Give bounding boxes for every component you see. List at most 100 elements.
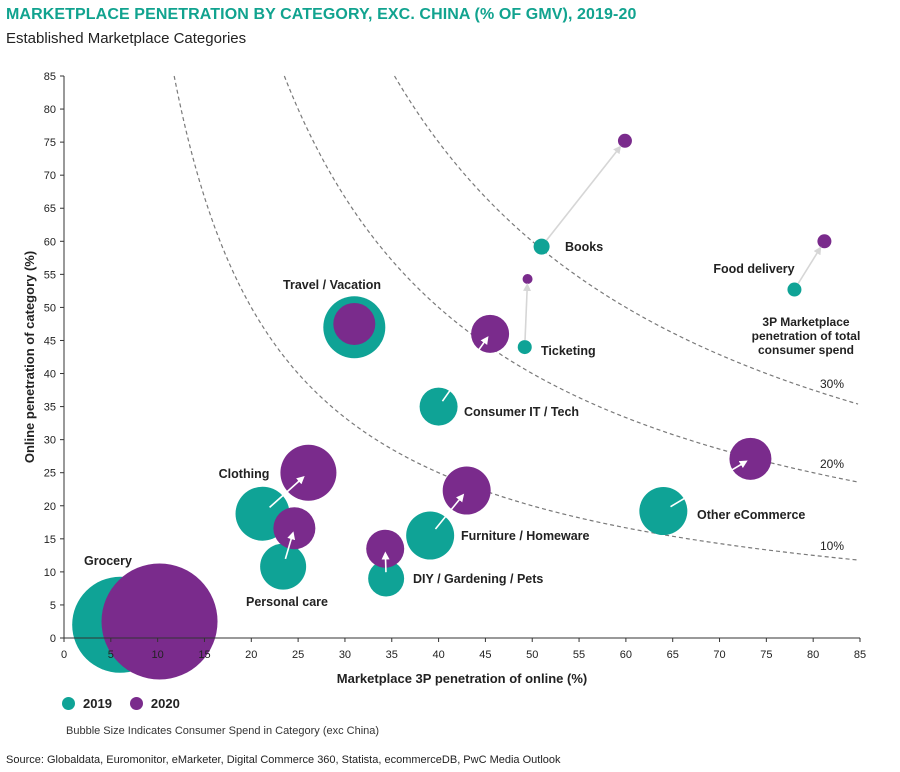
y-tick-label: 5 bbox=[50, 600, 56, 612]
y-tick-label: 80 bbox=[44, 104, 56, 116]
source-note: Source: Globaldata, Euromonitor, eMarket… bbox=[6, 754, 561, 766]
curves-caption-line: penetration of total bbox=[752, 329, 861, 343]
chart-subtitle: Established Marketplace Categories bbox=[6, 30, 247, 47]
bubbles-layer bbox=[72, 133, 832, 680]
bubble-2020-books bbox=[617, 133, 632, 148]
x-tick-label: 75 bbox=[760, 649, 772, 661]
label-diy-gardening-pets: DIY / Gardening / Pets bbox=[413, 572, 543, 586]
bubble-2020-furniture-homeware bbox=[442, 466, 491, 515]
arrow-personal-care bbox=[284, 531, 296, 560]
y-tick-label: 35 bbox=[44, 402, 56, 414]
legend: 2019 2020 bbox=[62, 696, 198, 711]
y-tick-label: 15 bbox=[44, 534, 56, 546]
label-other-ecommerce: Other eCommerce bbox=[697, 508, 805, 522]
axes: 0 5 10 15 20 25 30 35 40 45 50 55 60 65 70 75 80 85 0 5 10 15… bbox=[22, 71, 866, 686]
arrows-layer bbox=[269, 145, 822, 573]
y-tick-label: 55 bbox=[44, 269, 56, 281]
y-tick-label: 0 bbox=[50, 633, 56, 645]
x-tick-label: 10 bbox=[152, 649, 164, 661]
legend-label-2020: 2020 bbox=[150, 696, 180, 711]
bubble-2020-other-ecommerce bbox=[729, 437, 772, 480]
label-travel-vacation: Travel / Vacation bbox=[283, 278, 381, 292]
x-tick-label: 5 bbox=[108, 649, 114, 661]
bubble-2020-food-delivery bbox=[817, 234, 832, 249]
x-tick-label: 20 bbox=[245, 649, 257, 661]
x-tick-label: 80 bbox=[807, 649, 819, 661]
legend-item-2020: 2020 bbox=[129, 696, 180, 711]
label-ticketing: Ticketing bbox=[541, 344, 596, 358]
curves-caption-line: consumer spend bbox=[758, 343, 854, 357]
bubble-2019-other-ecommerce bbox=[639, 487, 688, 536]
y-tick-label: 70 bbox=[44, 170, 56, 182]
label-food-delivery: Food delivery bbox=[713, 262, 794, 276]
x-tick-label: 65 bbox=[667, 649, 679, 661]
x-tick-label: 30 bbox=[339, 649, 351, 661]
y-axis-label: Online penetration of category (%) bbox=[22, 251, 37, 463]
arrow-books bbox=[545, 145, 622, 241]
legend-dot-2020 bbox=[129, 697, 143, 710]
curve-label-30pct: 30% bbox=[820, 377, 844, 391]
bubble-2020-grocery bbox=[101, 563, 218, 680]
y-tick-label: 65 bbox=[44, 203, 56, 215]
bubble-2019-diy-gardening-pets bbox=[368, 560, 405, 597]
label-grocery: Grocery bbox=[84, 554, 132, 568]
x-tick-label: 45 bbox=[479, 649, 491, 661]
x-tick-label: 15 bbox=[198, 649, 210, 661]
arrow-food-delivery bbox=[797, 246, 822, 285]
curves-caption-line: 3P Marketplace bbox=[762, 315, 849, 329]
label-clothing: Clothing bbox=[219, 467, 270, 481]
x-tick-label: 0 bbox=[61, 649, 67, 661]
x-tick-label: 40 bbox=[432, 649, 444, 661]
legend-label-2019: 2019 bbox=[83, 696, 112, 711]
bubble-2019-ticketing bbox=[517, 340, 532, 355]
bubble-2020-travel-vacation bbox=[333, 302, 376, 345]
bubble-chart: 0 5 10 15 20 25 30 35 40 45 50 55 60 65 70 75 80 85 0 5 10 15… bbox=[22, 71, 866, 686]
y-tick-label: 25 bbox=[44, 468, 56, 480]
bubble-2020-consumer-it-tech bbox=[471, 314, 510, 353]
y-tick-label: 50 bbox=[44, 302, 56, 314]
bubble-2019-food-delivery bbox=[787, 282, 802, 297]
x-tick-label: 50 bbox=[526, 649, 538, 661]
bubble-size-note: Bubble Size Indicates Consumer Spend in … bbox=[66, 725, 380, 737]
y-tick-label: 45 bbox=[44, 335, 56, 347]
y-tick-label: 60 bbox=[44, 236, 56, 248]
arrow-diy-gardening-pets bbox=[381, 551, 390, 573]
curve-label-20pct: 20% bbox=[820, 457, 844, 471]
label-furniture-homeware: Furniture / Homeware bbox=[461, 529, 590, 543]
bubble-2020-diy-gardening-pets bbox=[366, 529, 405, 568]
x-tick-label: 85 bbox=[854, 649, 866, 661]
y-tick-label: 10 bbox=[44, 567, 56, 579]
x-tick-label: 55 bbox=[573, 649, 585, 661]
bubble-2019-consumer-it-tech bbox=[419, 387, 458, 426]
legend-item-2019: 2019 bbox=[62, 696, 112, 711]
arrow-other-ecommerce bbox=[670, 460, 748, 508]
chart-title: MARKETPLACE PENETRATION BY CATEGORY, EXC… bbox=[6, 6, 637, 23]
y-tick-label: 75 bbox=[44, 137, 56, 149]
arrow-furniture-homeware bbox=[434, 493, 465, 530]
x-tick-label: 35 bbox=[386, 649, 398, 661]
arrow-clothing bbox=[269, 476, 305, 508]
arrow-consumer-it-tech bbox=[441, 336, 489, 402]
y-tick-label: 30 bbox=[44, 435, 56, 447]
legend-dot-2019 bbox=[62, 697, 75, 710]
bubble-2019-furniture-homeware bbox=[406, 511, 455, 560]
label-personal-care: Personal care bbox=[246, 595, 328, 609]
x-tick-label: 60 bbox=[620, 649, 632, 661]
label-books: Books bbox=[565, 240, 603, 254]
label-consumer-it-tech: Consumer IT / Tech bbox=[464, 405, 579, 419]
bubble-2020-ticketing bbox=[522, 273, 533, 284]
x-axis-label: Marketplace 3P penetration of online (%) bbox=[337, 671, 587, 686]
y-tick-label: 40 bbox=[44, 369, 56, 381]
bubble-2019-personal-care bbox=[260, 543, 307, 590]
x-tick-label: 70 bbox=[713, 649, 725, 661]
x-tick-label: 25 bbox=[292, 649, 304, 661]
bubble-2020-personal-care bbox=[273, 507, 316, 550]
arrow-ticketing bbox=[523, 282, 532, 341]
curve-10pct bbox=[173, 75, 858, 561]
y-tick-label: 20 bbox=[44, 501, 56, 513]
bubble-2019-books bbox=[533, 238, 550, 255]
curve-30pct bbox=[394, 75, 859, 405]
y-tick-label: 85 bbox=[44, 71, 56, 83]
penetration-curves bbox=[173, 75, 859, 561]
